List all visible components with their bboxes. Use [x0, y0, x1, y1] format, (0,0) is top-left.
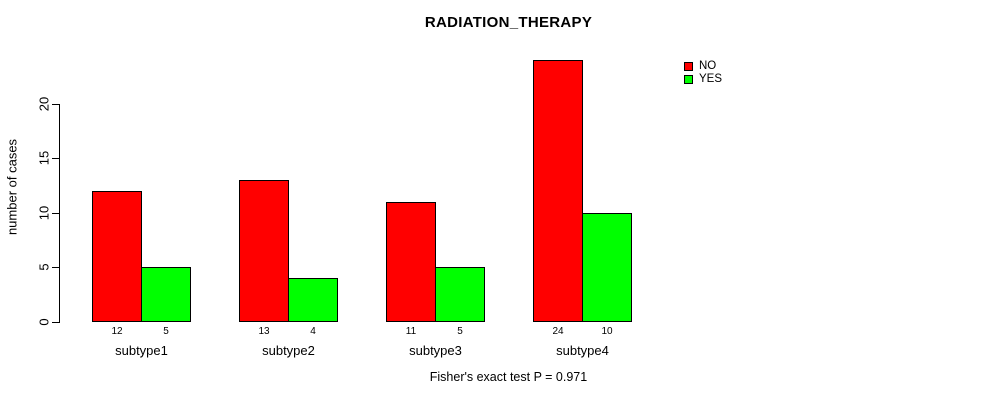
- bar-yes-subtype4: [582, 213, 632, 322]
- legend-label: YES: [699, 72, 723, 85]
- bar-value-label: 10: [601, 326, 613, 337]
- bar-no-subtype3: [386, 202, 436, 322]
- category-label-subtype2: subtype2: [262, 343, 315, 358]
- legend-item-no: NO: [684, 60, 722, 73]
- bar-value-label: 4: [310, 326, 316, 337]
- y-axis-tick: [52, 158, 59, 159]
- bar-value-label: 11: [405, 326, 417, 337]
- y-axis-tick-label: 5: [36, 263, 52, 271]
- legend-swatch-icon: [684, 62, 693, 72]
- bar-yes-subtype2: [288, 278, 338, 322]
- category-label-subtype3: subtype3: [409, 343, 462, 358]
- y-axis-tick: [52, 322, 59, 323]
- chart-title: RADIATION_THERAPY: [424, 14, 593, 31]
- bar-yes-subtype1: [141, 267, 191, 322]
- y-axis-tick-label: 20: [36, 96, 52, 112]
- bar-yes-subtype3: [435, 267, 485, 322]
- bar-value-label: 5: [457, 326, 463, 337]
- legend-label: NO: [699, 60, 717, 72]
- y-axis-tick: [52, 104, 59, 105]
- stats-annotation: Fisher's exact test P = 0.971: [429, 370, 588, 384]
- category-label-subtype4: subtype4: [556, 343, 609, 358]
- category-label-subtype1: subtype1: [115, 343, 168, 358]
- y-axis-tick-label: 10: [36, 205, 52, 221]
- bar-value-label: 13: [258, 326, 270, 337]
- y-axis-tick: [52, 267, 59, 268]
- y-axis-label: number of cases: [4, 138, 20, 236]
- y-axis-tick: [52, 213, 59, 214]
- bar-no-subtype2: [239, 180, 289, 322]
- legend-item-yes: YES: [684, 72, 723, 86]
- bar-no-subtype1: [92, 191, 142, 322]
- legend: NO YES: [684, 60, 723, 86]
- bar-value-label: 24: [552, 326, 564, 337]
- bar-value-label: 5: [163, 326, 169, 337]
- y-axis-tick-label: 15: [36, 150, 52, 166]
- y-axis-line: [59, 104, 60, 323]
- y-axis-tick-label: 0: [36, 318, 52, 326]
- bar-value-label: 12: [111, 326, 123, 337]
- legend-swatch-icon: [684, 74, 693, 84]
- bar-no-subtype4: [533, 60, 583, 322]
